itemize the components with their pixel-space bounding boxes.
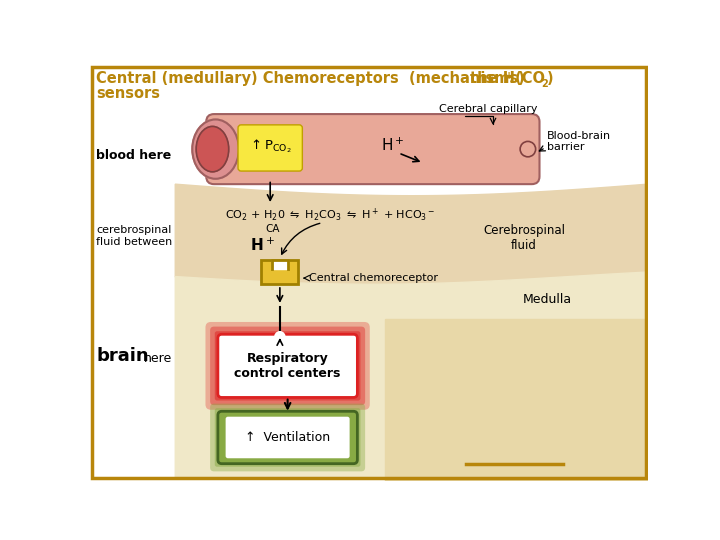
Text: ): ) bbox=[547, 71, 554, 86]
Ellipse shape bbox=[196, 126, 229, 172]
FancyBboxPatch shape bbox=[215, 331, 361, 401]
Text: CO$_2$ + H$_2$0 $\leftrightharpoons$ H$_2$CO$_3$ $\leftrightharpoons$ H$^+$ + HC: CO$_2$ + H$_2$0 $\leftrightharpoons$ H$_… bbox=[225, 206, 436, 224]
Bar bbox=[384, 319, 648, 481]
Ellipse shape bbox=[192, 119, 239, 179]
Text: brain: brain bbox=[96, 347, 149, 365]
Text: cerebrospinal
fluid between: cerebrospinal fluid between bbox=[96, 225, 173, 247]
Text: +: + bbox=[505, 71, 513, 81]
Text: Central chemoreceptor: Central chemoreceptor bbox=[310, 273, 438, 283]
Text: H$^+$: H$^+$ bbox=[380, 137, 404, 154]
FancyBboxPatch shape bbox=[215, 408, 361, 467]
Text: ↑  Ventilation: ↑ Ventilation bbox=[245, 431, 330, 444]
Polygon shape bbox=[175, 184, 648, 284]
FancyBboxPatch shape bbox=[238, 125, 302, 171]
Text: H$^+$: H$^+$ bbox=[251, 237, 275, 254]
Text: Respiratory
control centers: Respiratory control centers bbox=[235, 352, 341, 380]
Text: Blood-brain
barrier: Blood-brain barrier bbox=[547, 131, 611, 152]
FancyBboxPatch shape bbox=[205, 322, 370, 410]
Bar bbox=[271, 260, 288, 269]
Text: 2: 2 bbox=[541, 79, 548, 90]
Text: (CO: (CO bbox=[510, 71, 545, 86]
FancyBboxPatch shape bbox=[206, 114, 539, 184]
Text: Cerebrospinal
fluid: Cerebrospinal fluid bbox=[483, 224, 565, 252]
Bar bbox=[92, 67, 646, 221]
FancyBboxPatch shape bbox=[225, 417, 350, 458]
Ellipse shape bbox=[275, 332, 285, 345]
Text: the H: the H bbox=[469, 71, 515, 86]
FancyBboxPatch shape bbox=[261, 260, 299, 284]
Text: CA: CA bbox=[265, 224, 279, 234]
Polygon shape bbox=[175, 272, 648, 478]
FancyBboxPatch shape bbox=[218, 411, 357, 464]
Text: Medulla: Medulla bbox=[523, 293, 572, 306]
Text: blood here: blood here bbox=[96, 149, 171, 162]
Text: sensors: sensors bbox=[96, 86, 160, 102]
FancyBboxPatch shape bbox=[210, 327, 365, 405]
FancyBboxPatch shape bbox=[210, 403, 365, 471]
Text: Cerebral capillary: Cerebral capillary bbox=[438, 104, 537, 114]
Text: here: here bbox=[144, 353, 173, 366]
Bar bbox=[92, 184, 178, 478]
Text: Central (medullary) Chemoreceptors  (mechanisms): Central (medullary) Chemoreceptors (mech… bbox=[96, 71, 525, 86]
Text: $\uparrow$P$_{\mathregular{CO_2}}$: $\uparrow$P$_{\mathregular{CO_2}}$ bbox=[248, 138, 292, 155]
FancyBboxPatch shape bbox=[218, 334, 357, 397]
